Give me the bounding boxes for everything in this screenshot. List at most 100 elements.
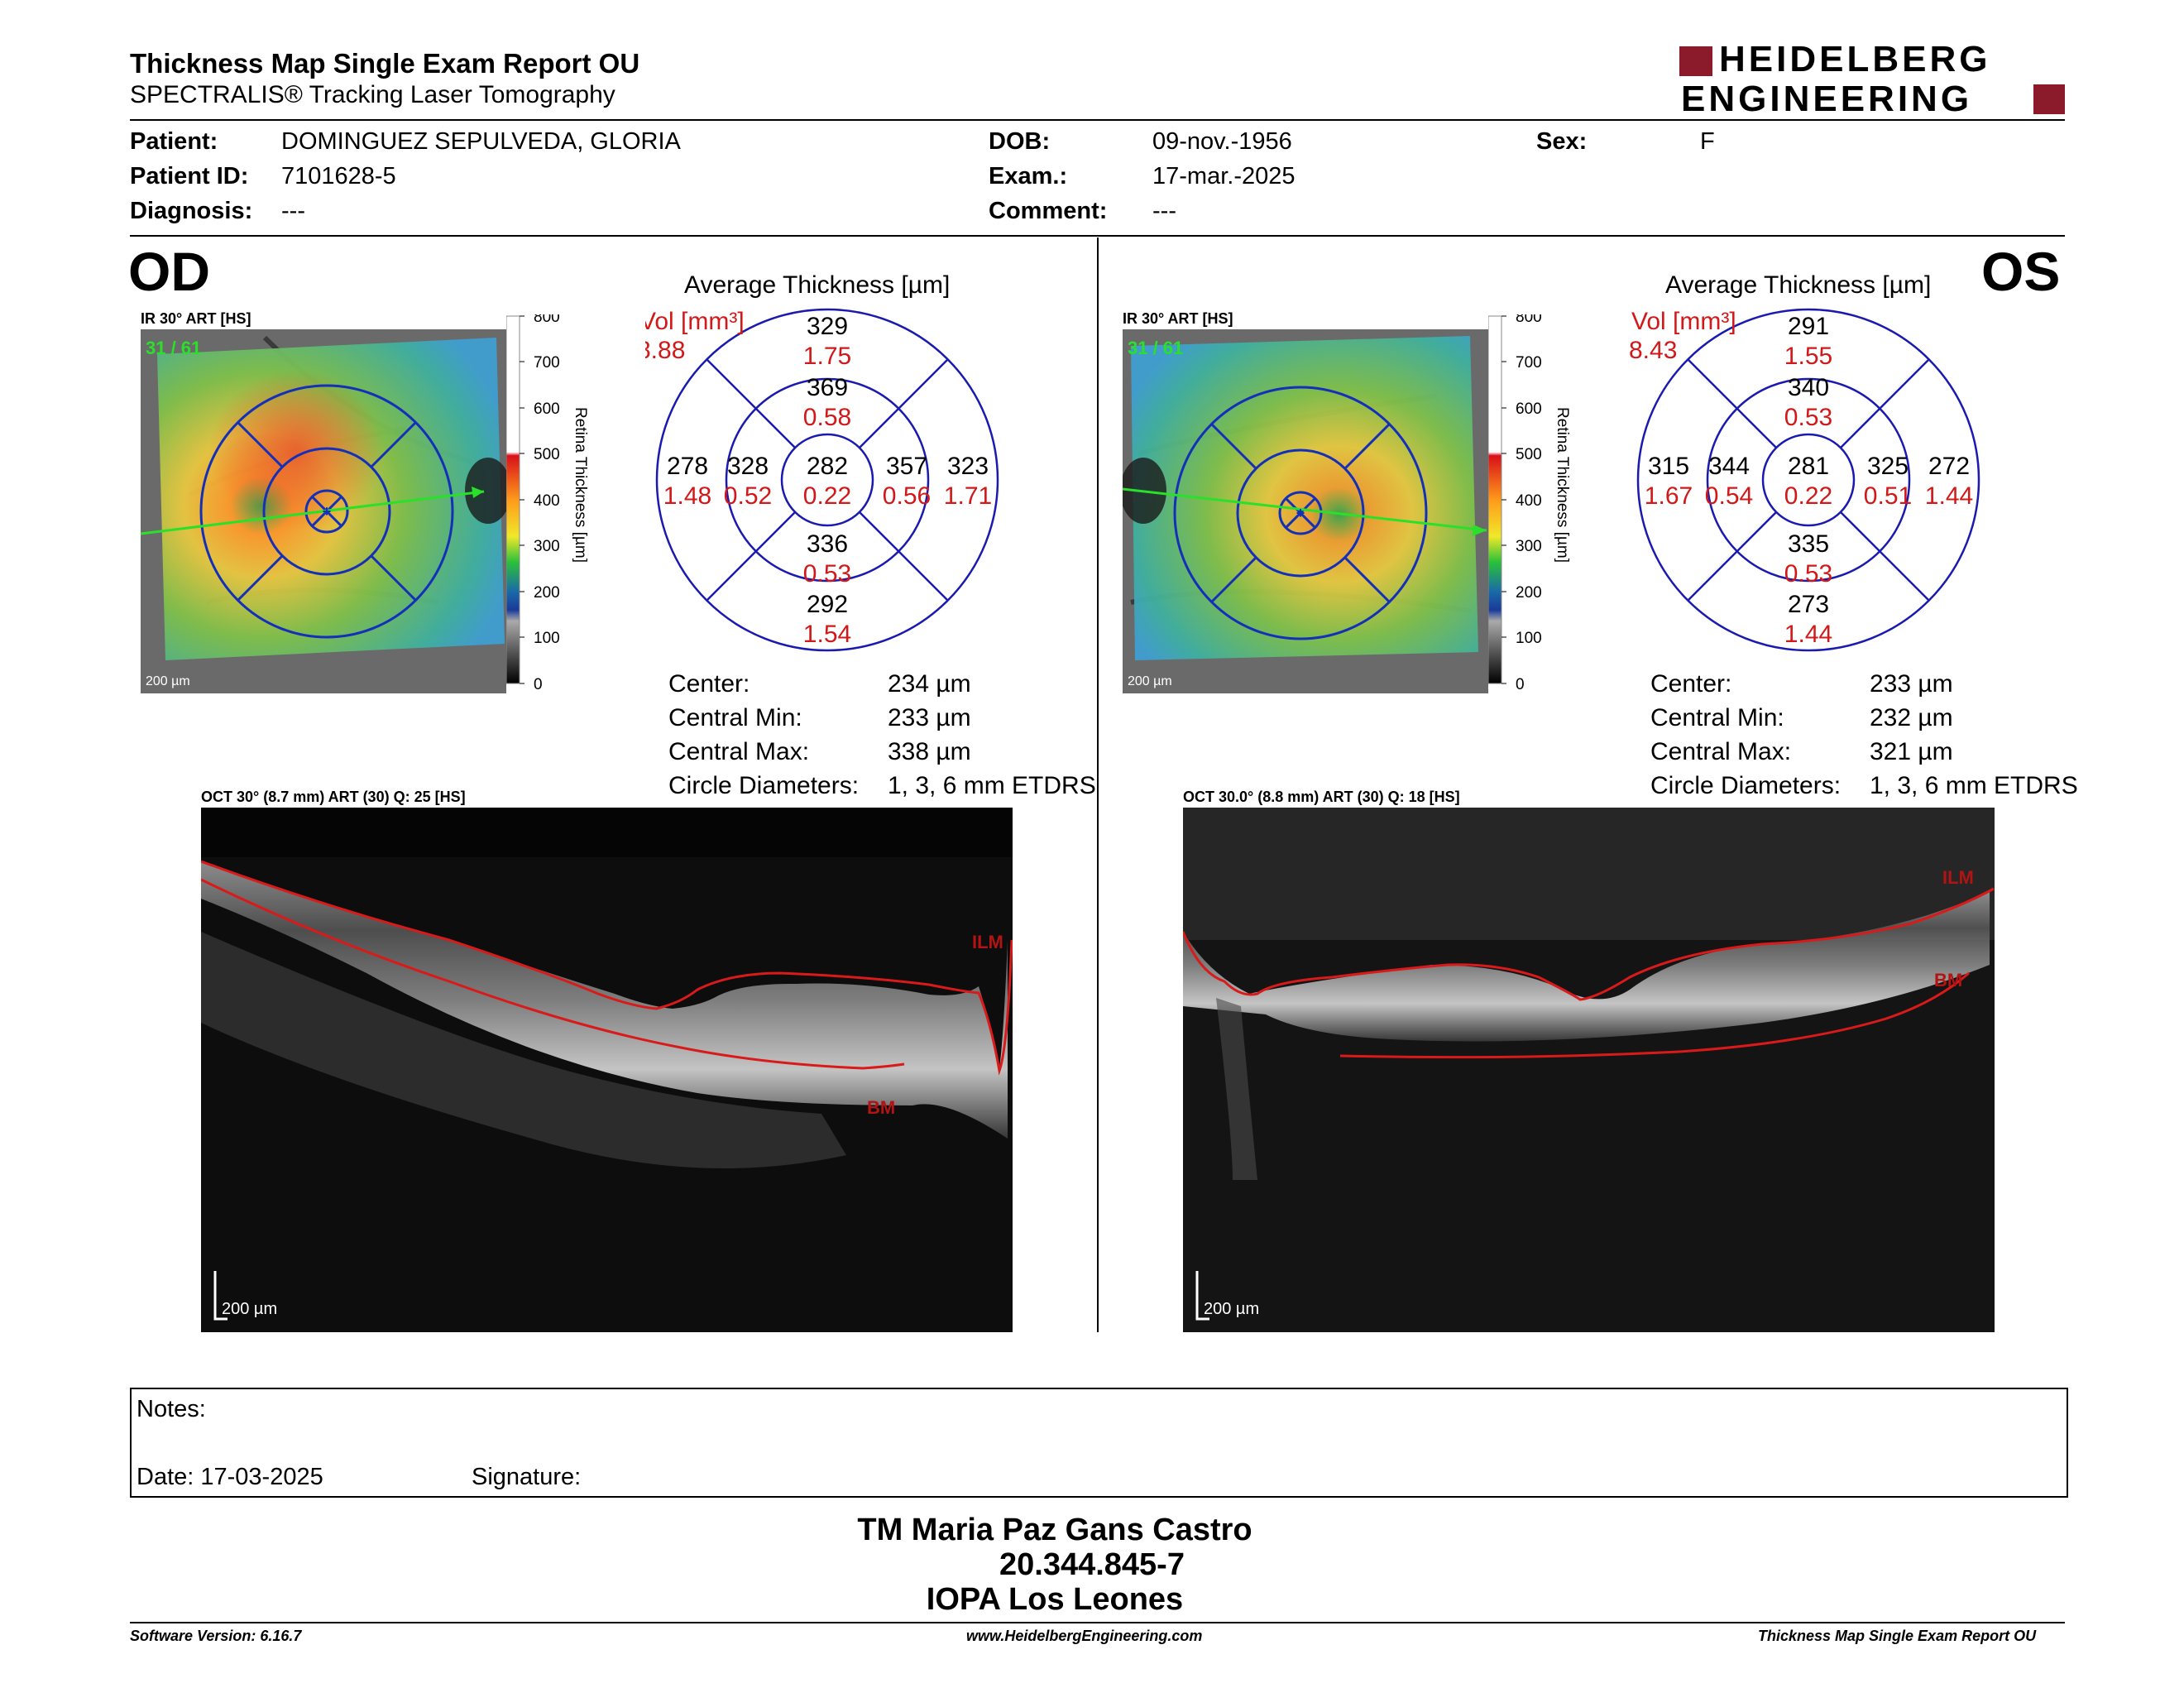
os-ir-scale: 200 µm [1128, 674, 1172, 688]
os-avg-title: Average Thickness [µm] [1665, 271, 1932, 299]
od-nasal-outer-thk: 323 [947, 453, 989, 480]
os-temp-outer-vol: 1.67 [1645, 482, 1693, 510]
os-stat-label: Central Min: [1650, 704, 1784, 731]
os-sup-outer-thk: 291 [1788, 313, 1829, 340]
os-stat-value: 321 µm [1870, 738, 1953, 765]
od-cbar-tick: 300 [534, 538, 560, 555]
os-cbar-tick: 400 [1516, 492, 1542, 510]
os-stat-label: Circle Diameters: [1650, 772, 1842, 799]
od-label: OD [128, 241, 210, 302]
od-center-vol: 0.22 [803, 482, 851, 510]
os-cbar-tick: 0 [1516, 676, 1525, 693]
notes-label: Notes: [136, 1396, 206, 1422]
os-inf-outer-thk: 273 [1788, 591, 1829, 618]
diagnosis-value: --- [281, 198, 305, 224]
od-fundus-thickness-map: + 200 µm 31 / 61 [141, 329, 506, 693]
od-temp-outer-vol: 1.48 [663, 482, 711, 510]
footer-rule [130, 1622, 2065, 1623]
os-oct-title: OCT 30.0° (8.8 mm) ART (30) Q: 18 [HS] [1183, 789, 1460, 805]
od-sup-inner-thk: 369 [807, 374, 848, 401]
exam-date: 17-mar.-2025 [1152, 163, 1296, 189]
od-temp-inner-vol: 0.52 [724, 482, 772, 510]
od-inf-outer-vol: 1.54 [803, 621, 851, 648]
patient-name: DOMINGUEZ SEPULVEDA, GLORIA [281, 128, 681, 155]
od-etdrs-grid: Vol [mm³] 8.88 329 1.75 369 0.58 278 1.4… [645, 308, 999, 652]
os-colorbar-label: Retina Thickness [µm] [1554, 407, 1571, 563]
od-cbar-tick: 700 [534, 354, 560, 372]
os-cbar-tick: 300 [1516, 538, 1542, 555]
diagnosis-label: Diagnosis: [130, 198, 253, 224]
os-colorbar: 800 700 600 500 400 300 200 100 0 Retina… [1488, 314, 1571, 693]
od-sup-outer-thk: 329 [807, 313, 848, 340]
os-label: OS [1981, 241, 2061, 302]
report-subtitle: SPECTRALIS® Tracking Laser Tomography [130, 81, 615, 108]
od-bm-label: BM [867, 1097, 895, 1118]
od-nasal-inner-thk: 357 [886, 453, 927, 480]
os-stat-label: Center: [1650, 670, 1732, 698]
os-inf-inner-vol: 0.53 [1784, 560, 1832, 587]
os-temp-inner-vol: 0.54 [1705, 482, 1753, 510]
od-sup-inner-vol: 0.58 [803, 404, 851, 431]
software-version: Software Version: 6.16.7 [130, 1628, 302, 1644]
website-link[interactable]: www.HeidelbergEngineering.com [966, 1628, 1203, 1644]
os-vol-value: 8.43 [1629, 337, 1677, 364]
comment-label: Comment: [989, 198, 1108, 224]
header-rule [130, 119, 2065, 121]
comment-value: --- [1152, 198, 1176, 224]
os-cbar-tick: 700 [1516, 354, 1542, 372]
patient-label: Patient: [130, 128, 218, 155]
dob-label: DOB: [989, 128, 1051, 155]
od-stat-value: 234 µm [888, 670, 971, 698]
date-field: Date: 17-03-2025 [136, 1464, 323, 1490]
od-stat-label: Center: [668, 670, 750, 698]
os-temp-outer-thk: 315 [1648, 453, 1689, 480]
os-ir-title: IR 30° ART [HS] [1123, 310, 1233, 327]
os-stat-value: 233 µm [1870, 670, 1953, 698]
od-stat-label: Central Min: [668, 704, 802, 731]
os-stat-value: 232 µm [1870, 704, 1953, 731]
os-frame-counter: 31 / 61 [1128, 338, 1183, 358]
eye-divider [1097, 237, 1099, 1332]
od-inf-inner-thk: 336 [807, 530, 848, 558]
os-cbar-tick: 100 [1516, 630, 1542, 647]
signature-field: Signature: [472, 1464, 582, 1490]
os-center-vol: 0.22 [1784, 482, 1832, 510]
od-inf-outer-thk: 292 [807, 591, 848, 618]
patient-rule [130, 235, 2065, 237]
patient-id: 7101628-5 [281, 163, 396, 189]
signatory-name: TM Maria Paz Gans Castro [857, 1513, 1252, 1547]
od-ilm-label: ILM [972, 932, 1003, 952]
footer-report-name: Thickness Map Single Exam Report OU [1758, 1628, 2037, 1644]
os-oct-scale: 200 µm [1204, 1300, 1259, 1318]
od-ir-scale: 200 µm [146, 674, 190, 688]
od-colorbar: 800 700 600 500 400 300 200 100 0 Retina… [506, 314, 589, 693]
os-nasal-outer-thk: 272 [1928, 453, 1970, 480]
os-cbar-tick: 600 [1516, 400, 1542, 418]
os-oct-bscan: ILM BM 200 µm [1183, 808, 1995, 1332]
os-stat-value: 1, 3, 6 mm ETDRS [1870, 772, 2078, 799]
os-nasal-outer-vol: 1.44 [1925, 482, 1973, 510]
od-stat-value: 1, 3, 6 mm ETDRS [888, 772, 1096, 799]
sex-value: F [1700, 128, 1715, 155]
od-ir-title: IR 30° ART [HS] [141, 310, 251, 327]
od-cbar-tick: 0 [534, 676, 543, 693]
institution-name: IOPA Los Leones [926, 1582, 1184, 1617]
dob-value: 09-nov.-1956 [1152, 128, 1292, 155]
od-stat-label: Central Max: [668, 738, 810, 765]
od-oct-bscan: ILM BM 200 µm [201, 808, 1013, 1332]
od-cbar-tick: 500 [534, 446, 560, 463]
od-colorbar-label: Retina Thickness [µm] [572, 407, 589, 563]
os-etdrs-grid: Vol [mm³] 8.43 291 1.55 340 0.53 315 1.6… [1629, 308, 1980, 652]
od-nasal-outer-vol: 1.71 [944, 482, 992, 510]
od-stat-label: Circle Diameters: [668, 772, 860, 799]
notes-box[interactable]: Notes: Date: 17-03-2025 Signature: [130, 1388, 2068, 1498]
od-avg-title: Average Thickness [µm] [684, 271, 951, 299]
os-cbar-tick: 800 [1516, 314, 1542, 326]
os-ilm-label: ILM [1942, 867, 1974, 888]
od-temp-outer-thk: 278 [667, 453, 708, 480]
os-sup-outer-vol: 1.55 [1784, 343, 1832, 370]
heidelberg-logo: HEIDELBERG ENGINEERING [1679, 41, 2065, 117]
od-stat-value: 338 µm [888, 738, 971, 765]
od-oct-title: OCT 30° (8.7 mm) ART (30) Q: 25 [HS] [201, 789, 466, 805]
os-sup-inner-thk: 340 [1788, 374, 1829, 401]
